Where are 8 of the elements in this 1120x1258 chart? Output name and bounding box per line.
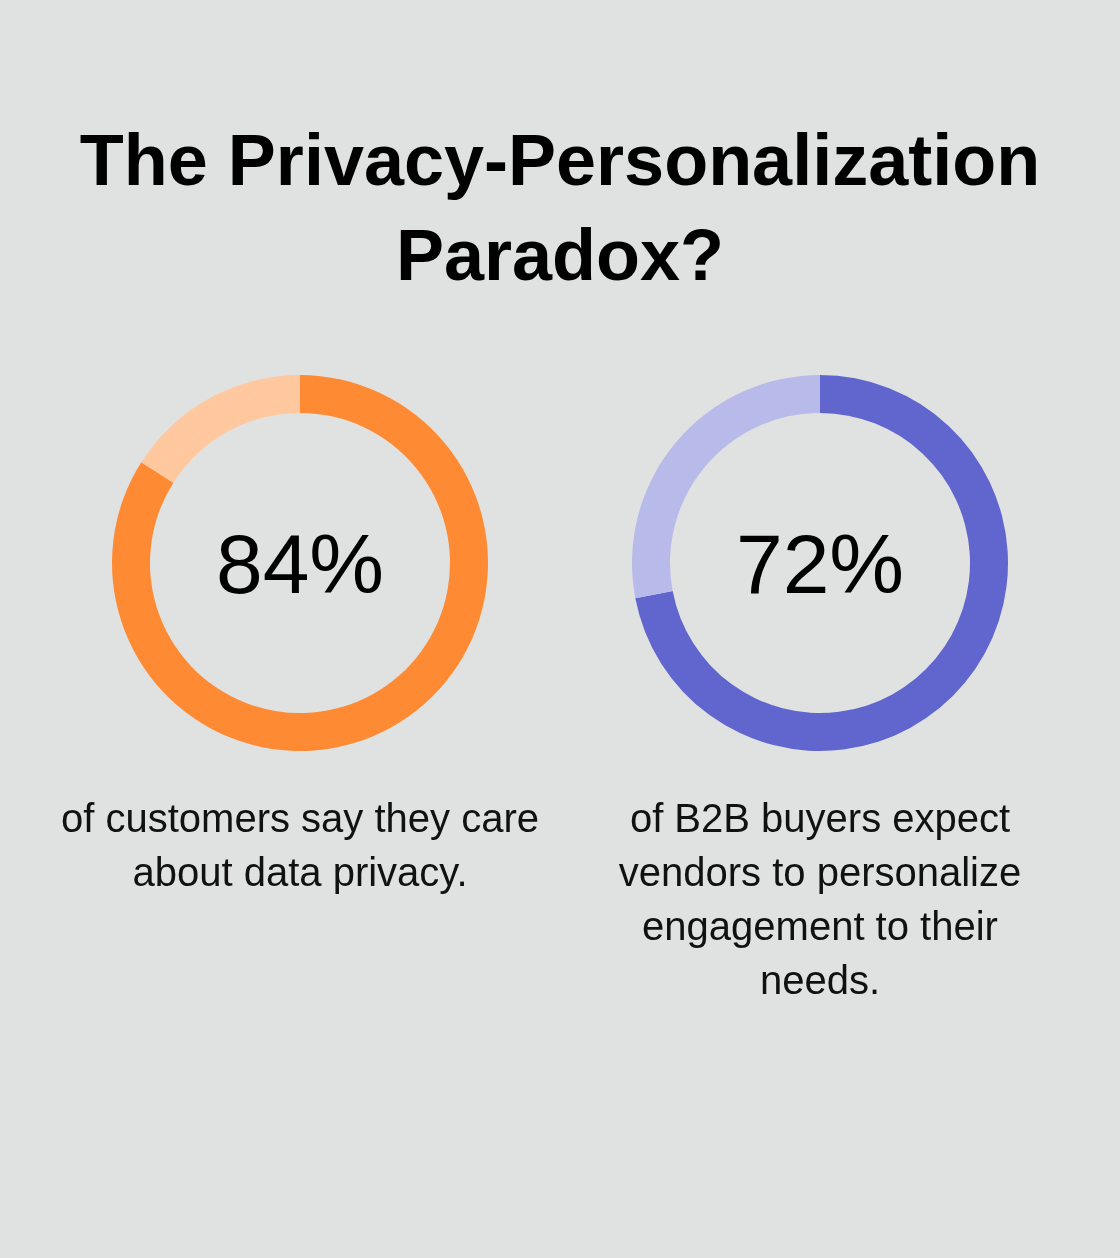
data-label: 84%: [215, 517, 385, 611]
donut-slice: [141, 375, 300, 483]
data-label: 72%: [735, 517, 905, 611]
donut-slice: [635, 375, 1008, 751]
text: of B2B buyers expect vendors to personalize engagement to their needs.: [618, 796, 1022, 1002]
donut-slice: [112, 375, 488, 751]
text: of customers say they care about data privacy.: [61, 796, 539, 894]
text: The Privacy-Personalization Paradox?: [79, 120, 1041, 295]
